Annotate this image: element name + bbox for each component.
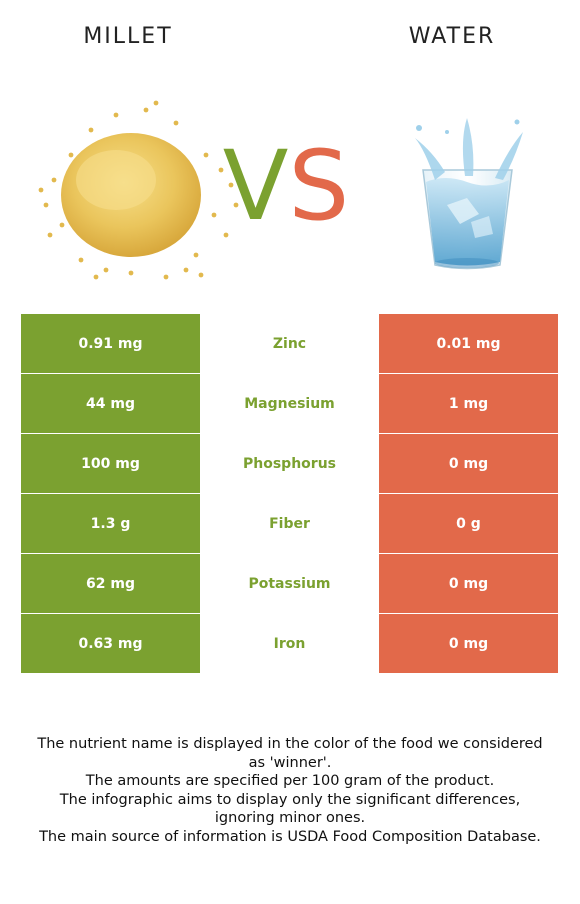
nutrient-comparison-table: 0.91 mg Zinc 0.01 mg 44 mg Magnesium 1 mg 100 … <box>21 314 558 674</box>
right-value: 0.01 mg <box>379 314 558 374</box>
nutrient-name: Potassium <box>200 553 379 614</box>
footnotes: The nutrient name is displayed in the co… <box>30 735 550 846</box>
footnote-significant-differences: The infographic aims to display only the… <box>59 791 521 827</box>
vs-label: VS <box>223 133 350 228</box>
table-row: 0.91 mg Zinc 0.01 mg <box>21 314 558 374</box>
vs-mark: VS <box>223 133 350 228</box>
table-row: 0.63 mg Iron 0 mg <box>21 613 558 674</box>
nutrient-name: Phosphorus <box>200 433 379 494</box>
table-row: 62 mg Potassium 0 mg <box>21 553 558 614</box>
footnote-source: The main source of information is USDA F… <box>39 828 541 845</box>
left-value: 100 mg <box>21 433 200 494</box>
table-row: 100 mg Phosphorus 0 mg <box>21 433 558 494</box>
table-row: 44 mg Magnesium 1 mg <box>21 373 558 434</box>
nutrient-name: Fiber <box>200 493 379 554</box>
right-value: 0 mg <box>379 553 558 614</box>
left-value: 0.91 mg <box>21 314 200 374</box>
right-value: 0 mg <box>379 433 558 494</box>
nutrient-name: Zinc <box>200 314 379 374</box>
right-value: 0 mg <box>379 613 558 674</box>
left-value: 44 mg <box>21 373 200 434</box>
right-value: 0 g <box>379 493 558 554</box>
left-value: 0.63 mg <box>21 613 200 674</box>
nutrient-name: Magnesium <box>200 373 379 434</box>
nutrient-name: Iron <box>200 613 379 674</box>
right-food-title: WATER <box>408 24 496 49</box>
table-row: 1.3 g Fiber 0 g <box>21 493 558 554</box>
footnote-per-100g: The amounts are specified per 100 gram o… <box>85 773 495 789</box>
millet-grains-icon <box>38 100 239 280</box>
left-value: 62 mg <box>21 553 200 614</box>
left-value: 1.3 g <box>21 493 200 554</box>
right-value: 1 mg <box>379 373 558 434</box>
left-food-title: MILLET <box>83 24 173 49</box>
footnote-winner-color: The nutrient name is displayed in the co… <box>37 736 543 771</box>
water-glass-icon <box>415 118 523 270</box>
